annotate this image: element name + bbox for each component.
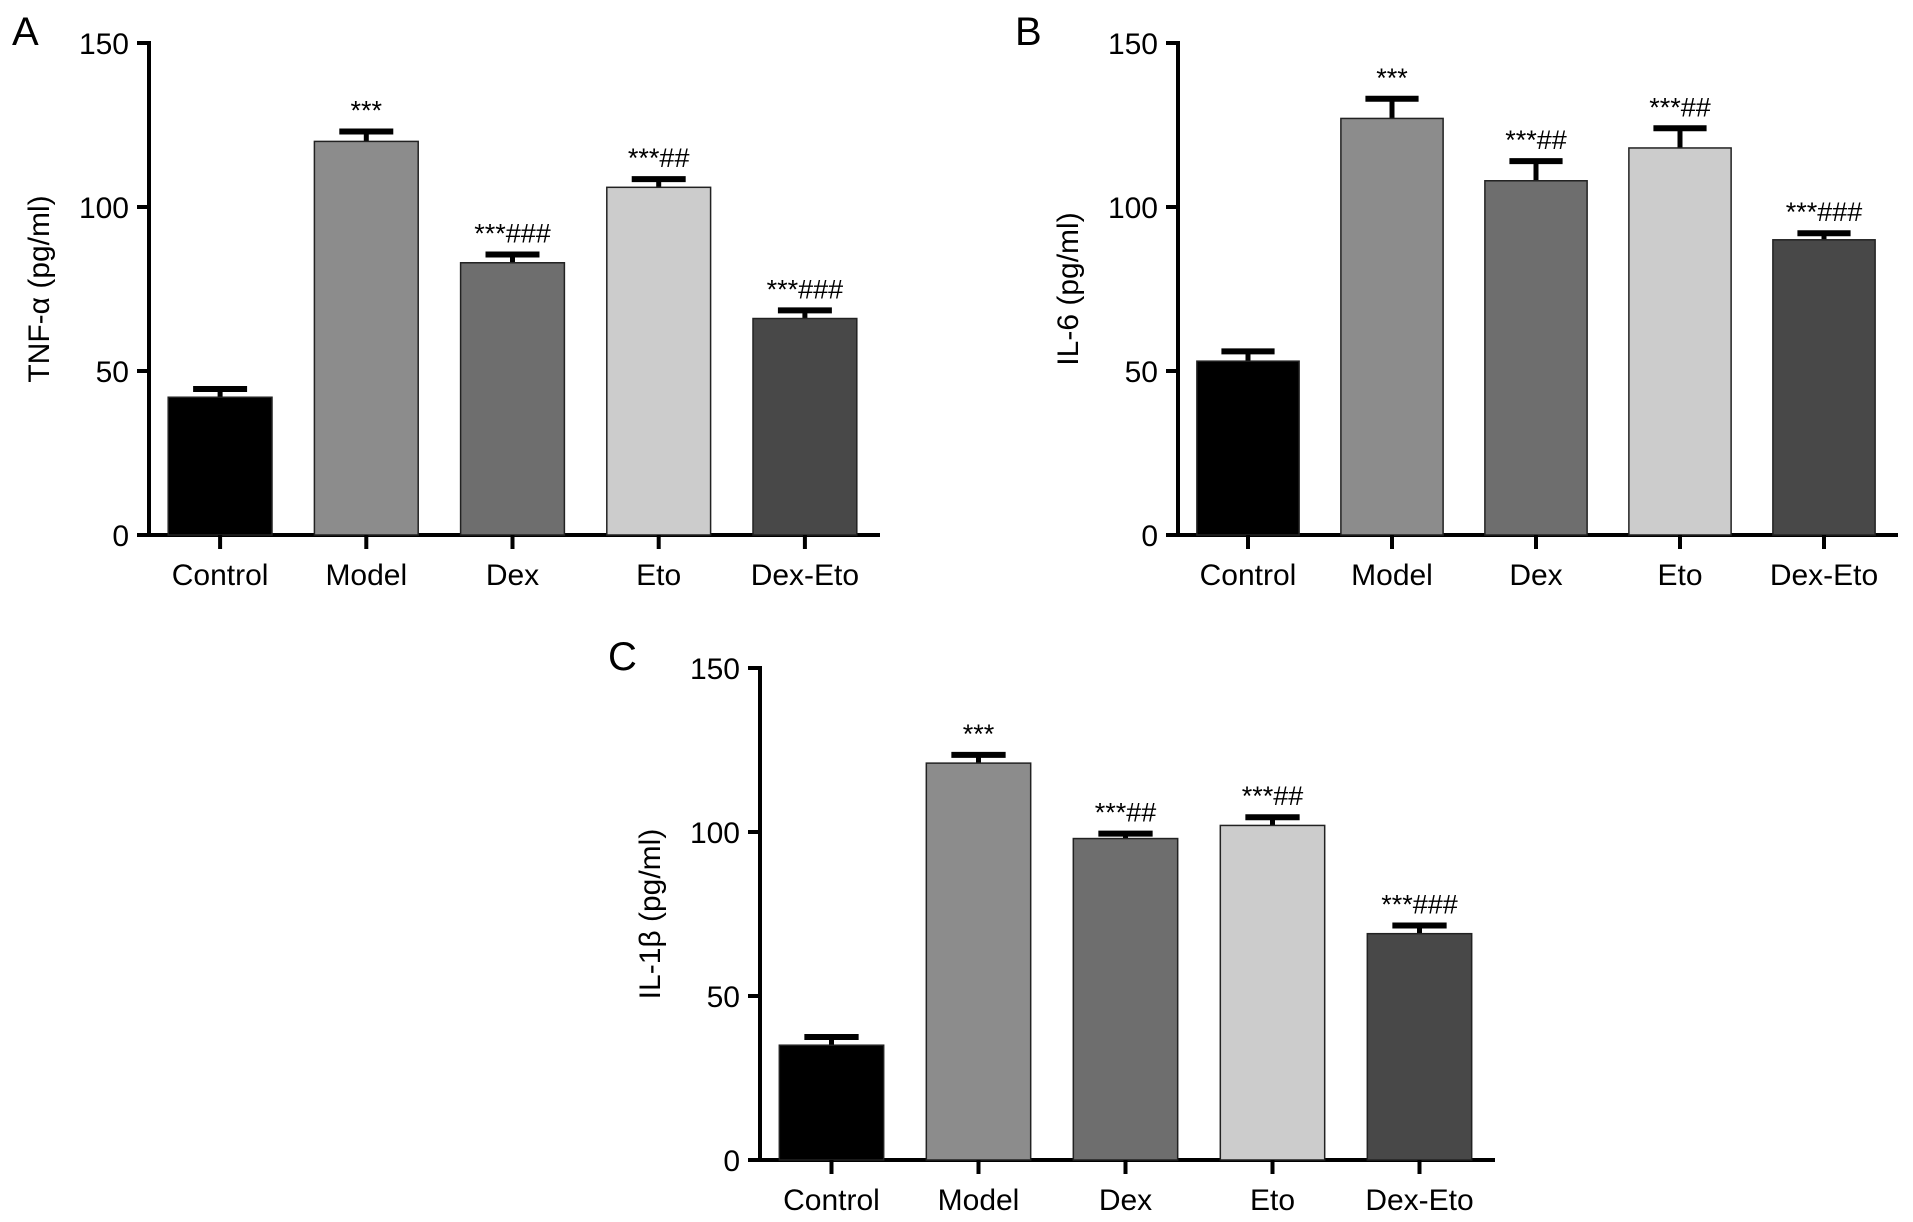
y-tick-label: 50 <box>707 981 740 1014</box>
panel-label: B <box>1015 10 1042 54</box>
x-tick-label: Eto <box>1657 559 1702 592</box>
x-tick-label: Control <box>1200 559 1297 592</box>
significance-label: ***## <box>1505 125 1567 155</box>
bar <box>1196 360 1300 536</box>
panel-label: A <box>12 10 39 54</box>
bar <box>1219 824 1326 1161</box>
significance-label: ***### <box>1381 889 1458 919</box>
y-axis-label: IL-1β (pg/ml) <box>634 829 667 1000</box>
y-tick-label: 150 <box>79 28 129 61</box>
x-tick-label: Dex-Eto <box>751 559 859 592</box>
bar <box>1340 117 1444 536</box>
significance-label: ***### <box>1786 197 1863 227</box>
panel-B: B 0 50 100 150 IL-6 (pg/ml) Control Model *** Dex… <box>1015 10 1898 592</box>
x-tick-label: Dex-Eto <box>1365 1184 1473 1217</box>
y-axis-label: IL-6 (pg/ml) <box>1052 212 1085 365</box>
significance-label: ***## <box>1649 92 1711 122</box>
x-tick-label: Model <box>938 1184 1020 1217</box>
panel-label: C <box>608 635 637 679</box>
bar <box>1628 147 1732 536</box>
bar <box>459 262 566 536</box>
significance-label: ***## <box>1095 798 1157 828</box>
x-tick-label: Control <box>172 559 269 592</box>
bar <box>1484 180 1588 536</box>
y-tick-label: 0 <box>1141 520 1158 553</box>
y-tick-label: 0 <box>112 520 129 553</box>
bar <box>313 140 419 536</box>
x-tick-label: Model <box>325 559 407 592</box>
significance-label: *** <box>1376 63 1408 93</box>
y-tick-label: 50 <box>1125 356 1158 389</box>
y-tick-label: 50 <box>96 356 129 389</box>
bar <box>778 1044 885 1161</box>
x-tick-label: Model <box>1351 559 1433 592</box>
y-tick-label: 100 <box>1108 192 1158 225</box>
bar <box>606 186 712 536</box>
bar <box>1772 239 1876 536</box>
y-tick-label: 150 <box>690 653 740 686</box>
significance-label: *** <box>963 719 995 749</box>
x-tick-label: Dex <box>486 559 539 592</box>
y-tick-label: 150 <box>1108 28 1158 61</box>
panel-A: A 0 50 100 150 TNF-α (pg/ml) Control Model *** De… <box>12 10 880 592</box>
x-tick-label: Eto <box>1250 1184 1295 1217</box>
x-tick-label: Dex-Eto <box>1770 559 1878 592</box>
x-tick-label: Dex <box>1099 1184 1152 1217</box>
panel-C: C 0 50 100 150 IL-1β (pg/ml) Control Model *** De… <box>608 635 1495 1217</box>
bar <box>752 317 858 536</box>
significance-label: ***### <box>474 219 551 249</box>
y-tick-label: 100 <box>79 192 129 225</box>
bar <box>925 762 1032 1161</box>
x-tick-label: Dex <box>1509 559 1562 592</box>
bar <box>1366 932 1473 1161</box>
y-axis-label: TNF-α (pg/ml) <box>23 195 56 382</box>
y-tick-label: 0 <box>723 1145 740 1178</box>
significance-label: ***## <box>1242 781 1304 811</box>
significance-label: ***## <box>628 143 690 173</box>
significance-label: *** <box>351 96 383 126</box>
y-tick-label: 100 <box>690 817 740 850</box>
bar <box>1072 837 1179 1161</box>
x-tick-label: Eto <box>636 559 681 592</box>
x-tick-label: Control <box>783 1184 880 1217</box>
bar <box>167 396 273 536</box>
significance-label: ***### <box>767 274 844 304</box>
